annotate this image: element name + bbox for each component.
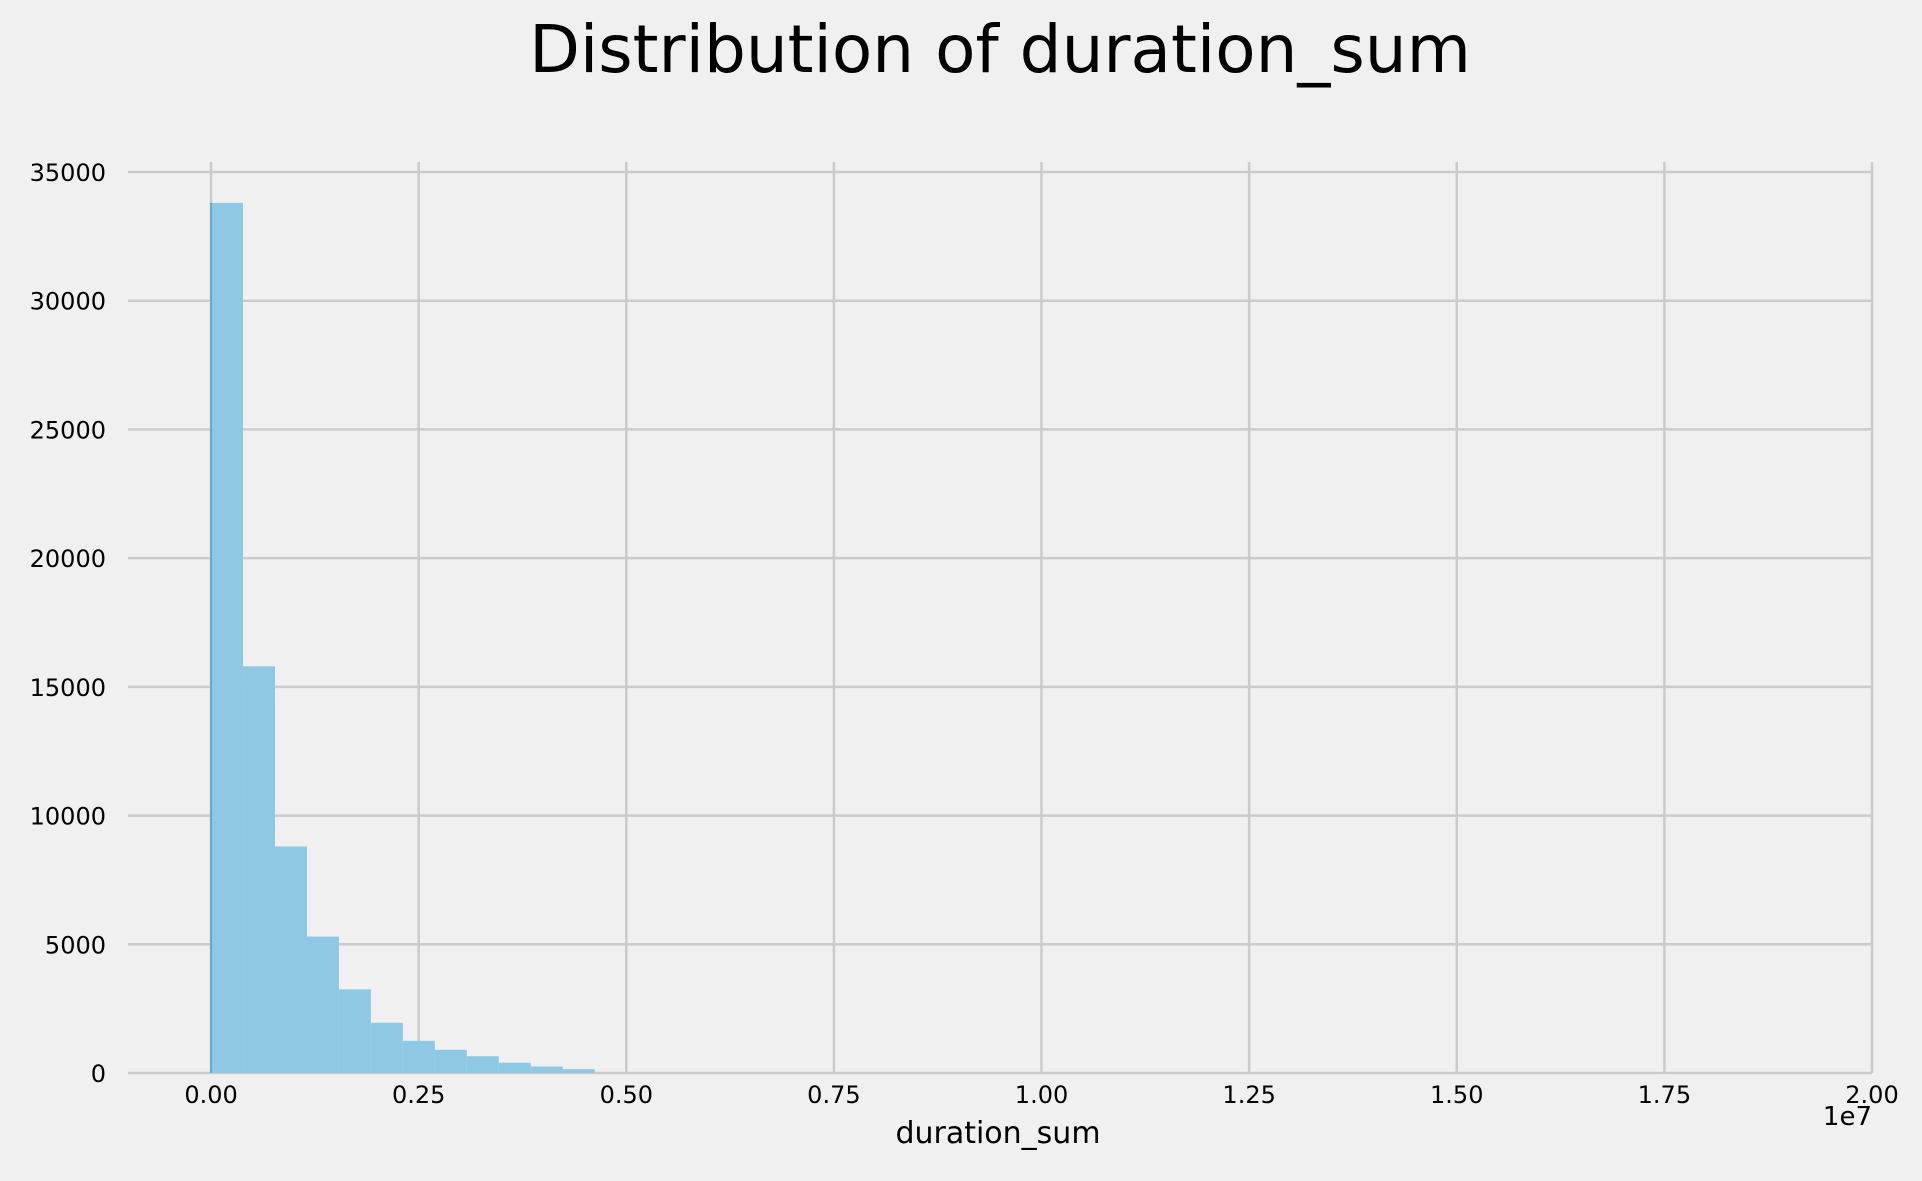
histogram-bar-1 bbox=[243, 666, 275, 1073]
histogram-bar-9 bbox=[498, 1062, 531, 1073]
x-tick-label-4: 1.00 bbox=[1015, 1081, 1068, 1109]
x-tick-label-8: 2.00 bbox=[1845, 1081, 1898, 1109]
x-axis-label: duration_sum bbox=[895, 1116, 1100, 1151]
x-tick-label-5: 1.25 bbox=[1222, 1081, 1275, 1109]
y-tick-label-3: 15000 bbox=[30, 674, 106, 702]
x-tick-label-7: 1.75 bbox=[1638, 1081, 1691, 1109]
y-tick-label-4: 20000 bbox=[30, 545, 106, 573]
y-tick-label-7: 35000 bbox=[30, 159, 106, 187]
y-tick-label-2: 10000 bbox=[30, 803, 106, 831]
x-tick-label-1: 0.25 bbox=[392, 1081, 445, 1109]
histogram-bar-2 bbox=[274, 846, 307, 1073]
histogram-bar-5 bbox=[370, 1022, 403, 1073]
y-tick-label-5: 25000 bbox=[30, 416, 106, 444]
x-axis-offset-label: 1e7 bbox=[1823, 1102, 1872, 1132]
histogram-bar-4 bbox=[338, 989, 371, 1073]
y-axis-tick-labels: 0 5000 10000 15000 20000 25000 30000 35000 bbox=[30, 159, 106, 1088]
histogram-bar-11 bbox=[562, 1069, 595, 1073]
histogram-bar-8 bbox=[466, 1056, 499, 1073]
histogram-bars bbox=[210, 202, 595, 1074]
y-tick-label-6: 30000 bbox=[30, 288, 106, 316]
x-tick-label-0: 0.00 bbox=[184, 1081, 237, 1109]
y-tick-label-1: 5000 bbox=[45, 931, 106, 959]
x-tick-label-6: 1.50 bbox=[1430, 1081, 1483, 1109]
x-tick-label-2: 0.50 bbox=[600, 1081, 653, 1109]
x-tick-label-3: 0.75 bbox=[807, 1081, 860, 1109]
histogram-bar-6 bbox=[402, 1040, 435, 1073]
histogram-bar-3 bbox=[306, 936, 339, 1073]
x-axis-tick-labels: 0.00 0.25 0.50 0.75 1.00 1.25 1.50 1.75 2.00 bbox=[184, 1081, 1898, 1109]
y-tick-label-0: 0 bbox=[91, 1060, 106, 1088]
histogram-bar-0 bbox=[211, 202, 244, 1074]
chart-title: Distribution of duration_sum bbox=[529, 11, 1471, 88]
histogram-bar-10 bbox=[530, 1066, 563, 1073]
histogram-bar-7 bbox=[434, 1049, 467, 1073]
